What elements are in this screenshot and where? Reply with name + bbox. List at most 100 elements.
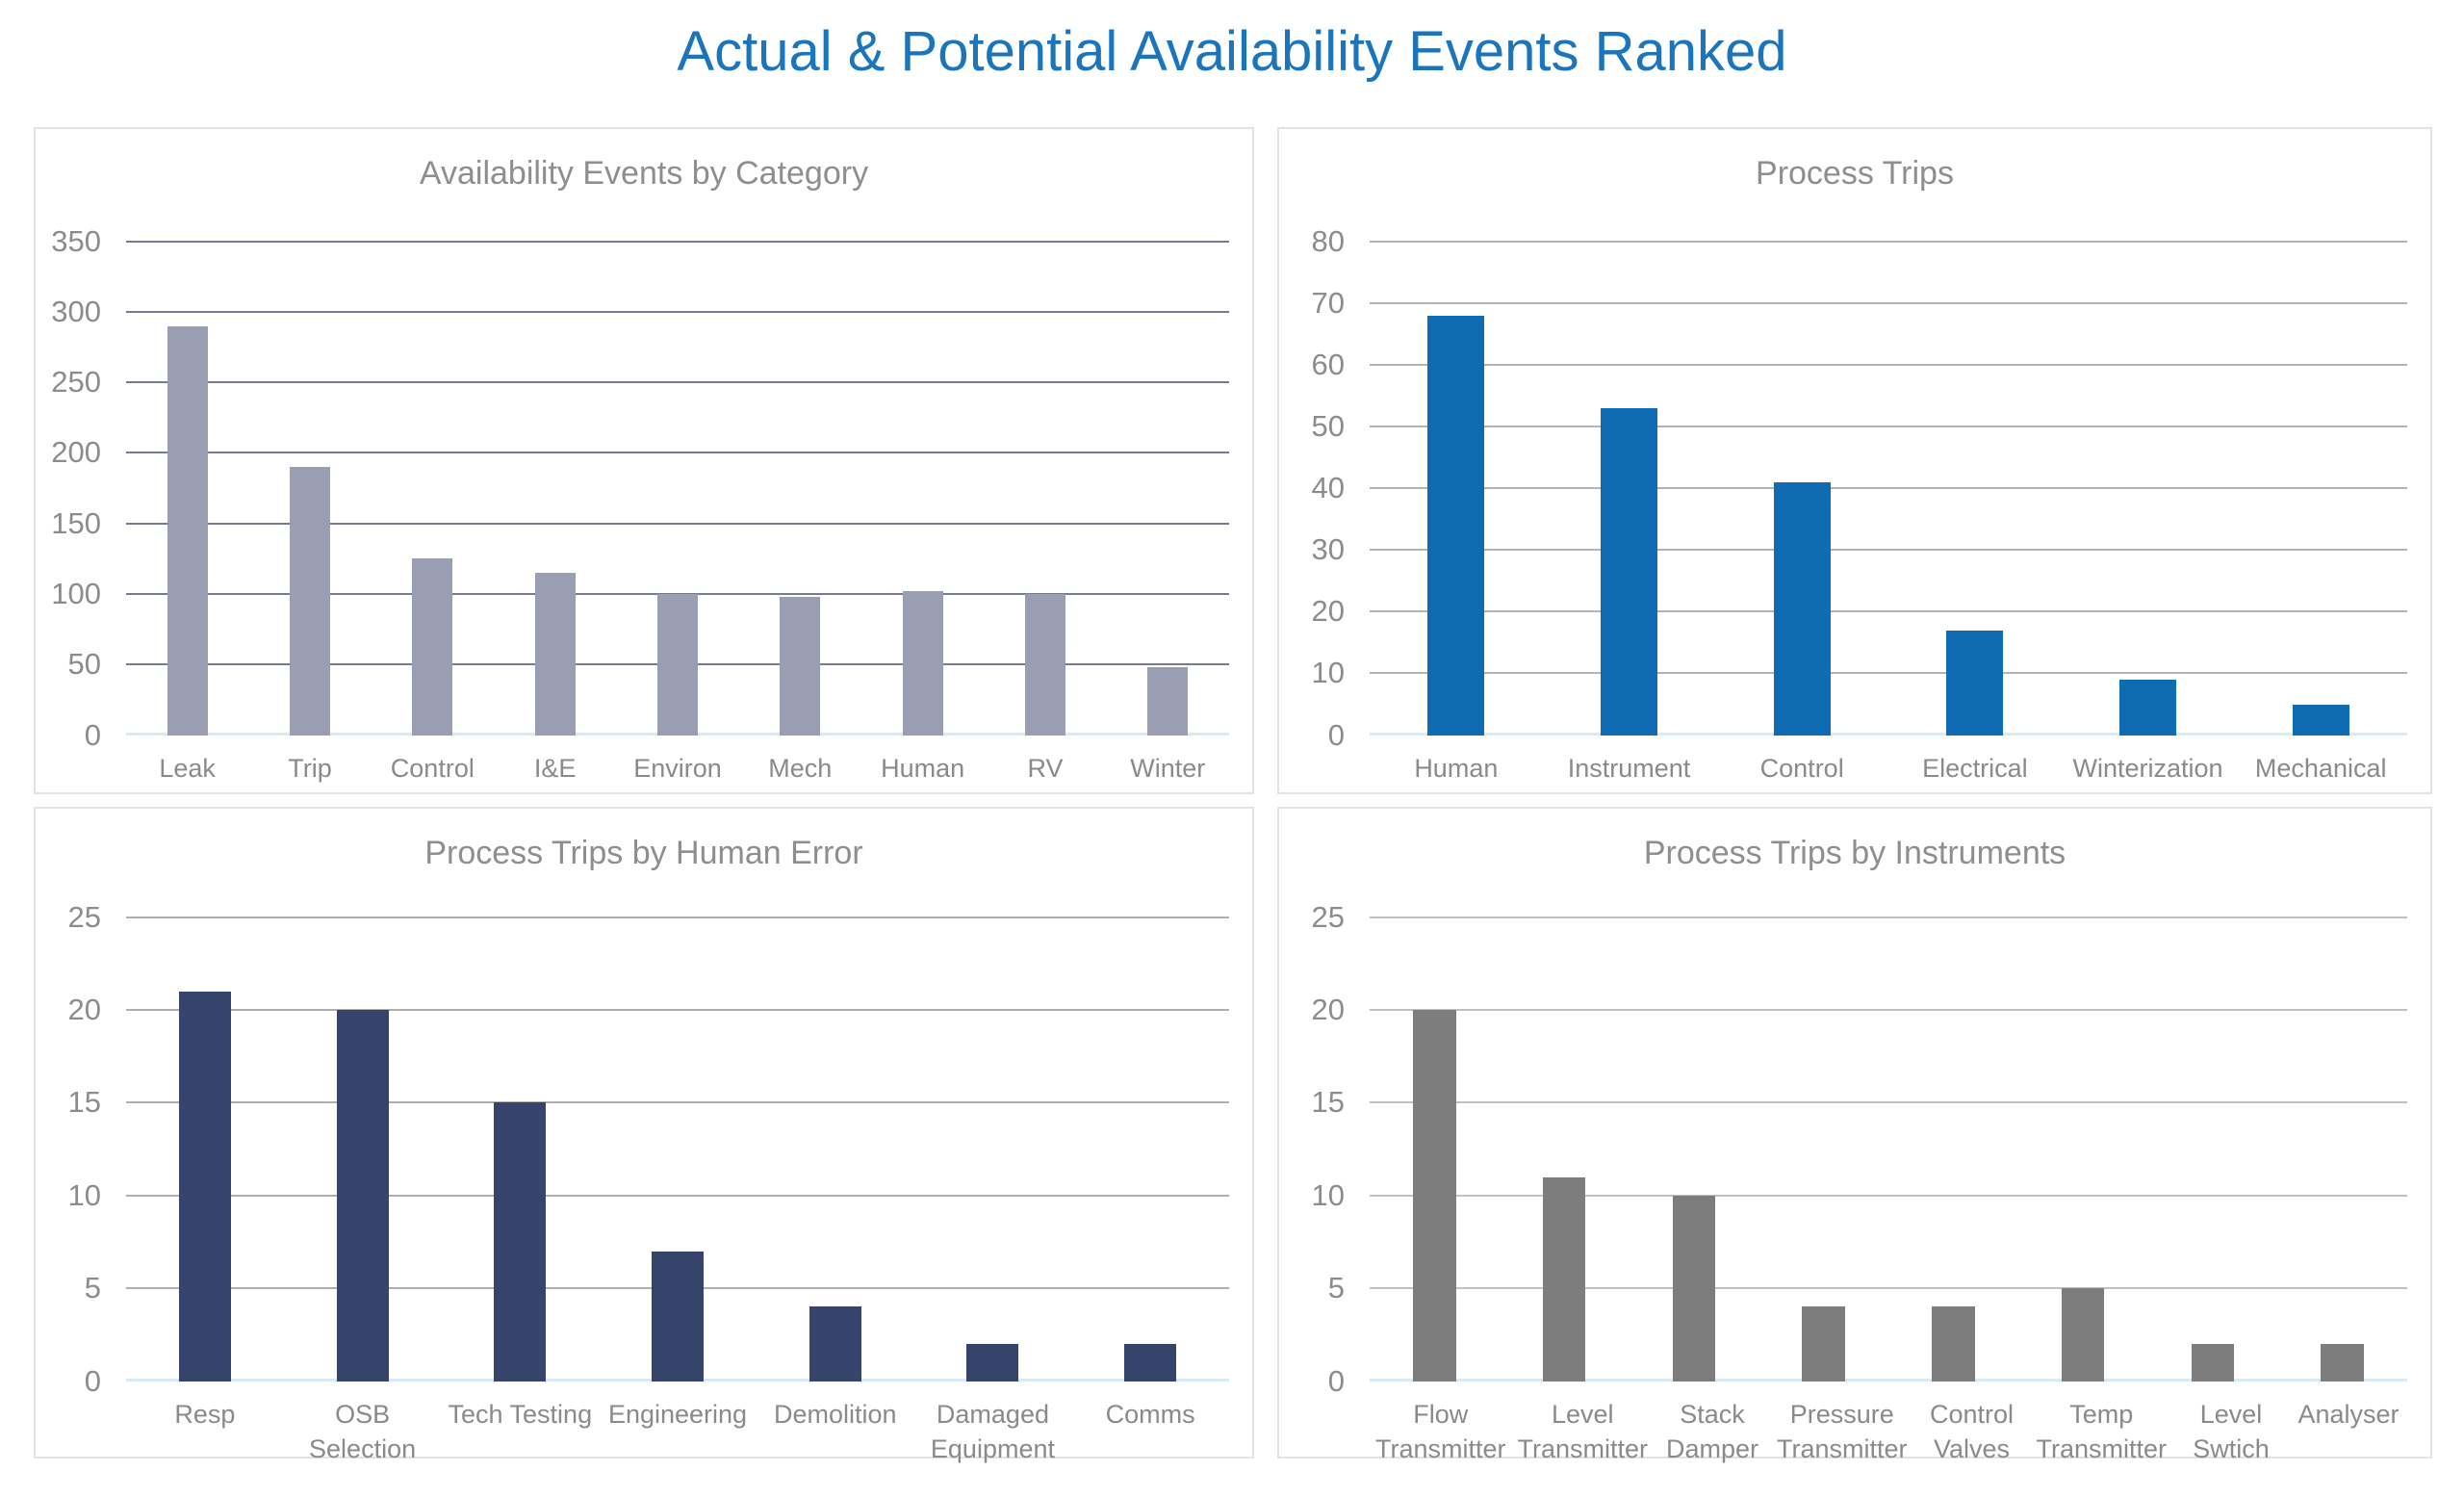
x-tick-label: Pressure Transmitter <box>1777 1399 1908 1464</box>
gridline <box>1370 240 2407 243</box>
gridline <box>1370 672 2407 675</box>
bar <box>1413 1010 1456 1382</box>
plot-area: 0 5 10 15 20 25 <box>68 900 1229 1398</box>
gridline <box>1370 301 2407 304</box>
x-tick-label: Winter <box>1130 753 1206 783</box>
bar-slot <box>2148 917 2278 1382</box>
x-tick-label: Resp <box>174 1399 236 1429</box>
y-tick-label: 0 <box>84 717 101 752</box>
y-tick-label: 0 <box>1327 1363 1345 1398</box>
x-tick-label: Control <box>390 753 475 783</box>
bar-slot <box>1888 917 2018 1382</box>
bar-slot <box>739 242 861 736</box>
plot-wrap: 0 5 10 15 20 25 Resp OSB Selection Tech Testing… <box>68 900 1229 1467</box>
bar <box>652 1251 705 1382</box>
gridline <box>1370 425 2407 427</box>
bar-slot <box>1370 917 1500 1382</box>
bar <box>1600 407 1658 736</box>
x-axis-labels: Leak Trip Control I&E Environ Mech Human RV Wint… <box>126 751 1229 786</box>
bar <box>1773 481 1831 736</box>
bar-slot <box>1543 242 1716 736</box>
bar <box>534 573 576 736</box>
y-tick-label: 30 <box>1311 532 1345 567</box>
bar-slot <box>1758 917 1888 1382</box>
chart-title: Process Trips <box>1756 154 1954 192</box>
y-tick-label: 5 <box>84 1271 101 1305</box>
gridline <box>126 522 1229 525</box>
x-tick-label: Engineering <box>607 1399 748 1429</box>
bar-slot <box>372 242 494 736</box>
x-tick-label: Damaged Equipment <box>930 1399 1055 1464</box>
plot-area: 0 5 10 15 20 25 <box>1312 900 2407 1398</box>
y-tick-label: 60 <box>1311 347 1345 381</box>
x-tick-label: Trip <box>288 753 332 783</box>
y-tick-label: 20 <box>1311 992 1345 1026</box>
chart-title: Process Trips by Human Error <box>424 834 863 871</box>
y-tick-label: 0 <box>1327 717 1345 752</box>
bar-slot <box>1715 242 1888 736</box>
x-tick-label: Temp Transmitter <box>2036 1399 2168 1464</box>
x-tick-label: I&E <box>533 753 577 783</box>
y-tick-label: 200 <box>51 435 101 470</box>
gridline <box>1370 1101 2407 1104</box>
x-tick-label: Electrical <box>1922 753 2028 783</box>
bar <box>1802 1306 1845 1382</box>
gridline <box>1370 916 2407 918</box>
bar <box>2321 1344 2364 1382</box>
x-tick-label: Environ <box>633 753 722 783</box>
x-axis-line <box>1370 732 2407 736</box>
bar <box>336 1010 389 1382</box>
y-tick-label: 300 <box>51 294 101 328</box>
x-tick-label: Tech Testing <box>448 1399 593 1429</box>
chart-title: Availability Events by Category <box>419 154 869 192</box>
bar <box>1427 315 1485 736</box>
gridline <box>1370 1008 2407 1011</box>
gridline <box>126 310 1229 313</box>
bar-slot <box>494 242 616 736</box>
bar <box>2118 679 2177 736</box>
bar <box>1946 630 2004 736</box>
x-tick-label: Winterization <box>2072 753 2223 783</box>
bar-slot <box>2062 242 2235 736</box>
bar-slot <box>1370 242 1543 736</box>
x-tick-label: Level Swtich <box>2193 1399 2270 1464</box>
bar <box>2191 1344 2235 1382</box>
x-tick-label: Mech <box>768 753 833 783</box>
y-tick-label: 15 <box>1311 1085 1345 1120</box>
bar <box>1147 667 1189 736</box>
y-tick-label: 70 <box>1311 285 1345 320</box>
plot-wrap: 0 5 10 15 20 25 Flow Transmitter Level Transmi… <box>1312 900 2407 1467</box>
y-tick-label: 10 <box>1311 1177 1345 1212</box>
x-tick-label: Human <box>881 753 965 783</box>
bar-slot <box>441 917 599 1382</box>
gridline <box>1370 1194 2407 1197</box>
x-tick-label: RV <box>1027 753 1064 783</box>
bar <box>2292 704 2349 736</box>
plot-area: 0 50 100 150 200 250 300 350 <box>51 224 1229 752</box>
bar-slot <box>1888 242 2062 736</box>
bar <box>289 467 330 736</box>
bar-slot <box>2234 242 2407 736</box>
x-tick-label: Control <box>1759 753 1844 783</box>
gridline <box>126 381 1229 384</box>
y-tick-label: 350 <box>51 223 101 258</box>
bar <box>966 1344 1019 1382</box>
y-tick-label: 20 <box>1311 594 1345 629</box>
bar <box>1542 1176 1586 1382</box>
x-tick-label: Flow Transmitter <box>1375 1399 1506 1464</box>
x-tick-label: Instrument <box>1567 753 1691 783</box>
gridline <box>1370 610 2407 613</box>
chart-panel-process-trips: Process Trips 0 10 20 30 40 50 60 70 80 Human Ins… <box>1277 126 2432 794</box>
bar-slot <box>126 917 284 1382</box>
gridline <box>126 593 1229 596</box>
y-tick-label: 150 <box>51 505 101 540</box>
bar-slot <box>2277 917 2407 1382</box>
bar-slot <box>757 917 914 1382</box>
x-tick-label: Control Valves <box>1930 1399 2015 1464</box>
bars-layer <box>126 242 1229 736</box>
y-tick-label: 0 <box>84 1363 101 1398</box>
x-axis-line <box>1370 1378 2407 1382</box>
x-tick-label: Analyser <box>2297 1399 2400 1429</box>
bar-slot <box>984 242 1106 736</box>
chart-panel-process-trips-by-human-error: Process Trips by Human Error 0 5 10 15 20 25 … <box>34 806 1254 1463</box>
